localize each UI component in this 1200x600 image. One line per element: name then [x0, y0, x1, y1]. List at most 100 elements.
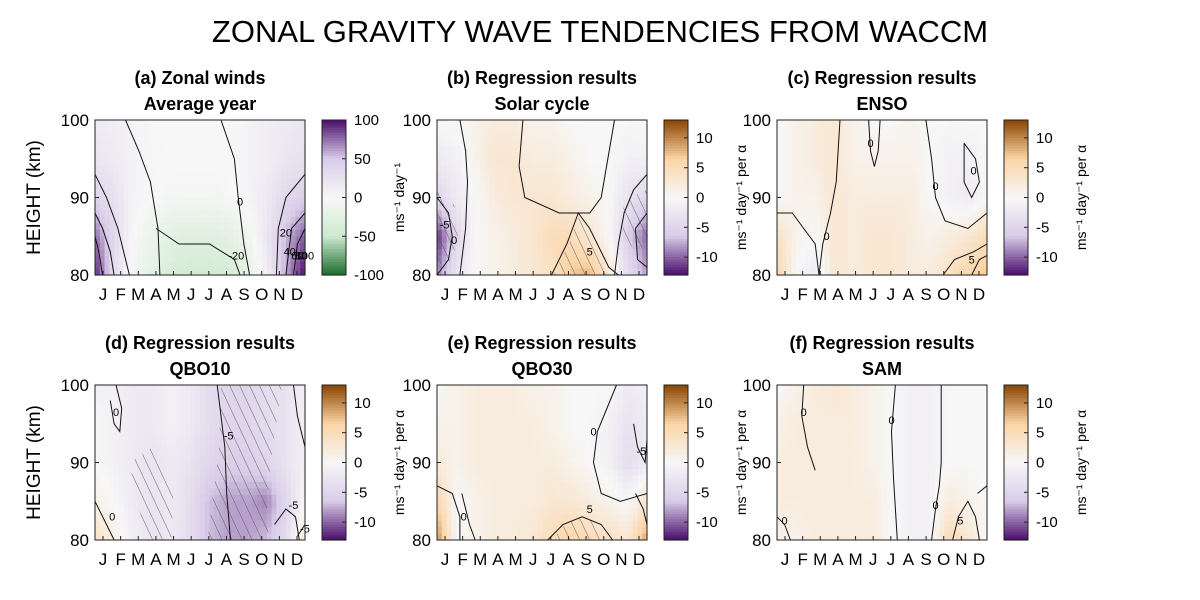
heatmap-cell: [967, 158, 974, 166]
heatmap-cell: [901, 236, 907, 244]
heatmap-cell: [147, 145, 153, 153]
heatmap-cell: [877, 262, 883, 270]
heatmap-cell: [494, 178, 500, 186]
heatmap-cell: [800, 203, 807, 212]
heatmap-cell: [977, 126, 983, 134]
heatmap-cell: [200, 229, 206, 237]
colorbar-tick-label: 10: [696, 130, 713, 147]
heatmap-cell: [886, 165, 893, 173]
heatmap-cell: [109, 223, 115, 231]
heatmap-cell: [470, 443, 476, 451]
heatmap-cell: [238, 184, 244, 192]
heatmap-cell: [281, 236, 287, 244]
heatmap-cell: [171, 184, 177, 192]
heatmap-cell: [460, 255, 467, 263]
heatmap-cell: [262, 255, 268, 263]
x-tick-label: J: [99, 550, 108, 569]
heatmap-cell: [109, 249, 115, 257]
heatmap-cell: [848, 178, 854, 186]
heatmap-cell: [180, 501, 187, 509]
heatmap-cell: [561, 152, 567, 160]
heatmap-cell: [290, 145, 297, 153]
heatmap-cell: [456, 410, 462, 418]
colorbar-swatch: [1004, 189, 1028, 193]
heatmap-cell: [470, 410, 476, 418]
colorbar-tick-label: 0: [354, 455, 362, 472]
heatmap-cell: [858, 126, 864, 134]
heatmap-cell: [456, 197, 462, 205]
heatmap-cell: [281, 139, 287, 147]
heatmap-cell: [266, 165, 273, 173]
heatmap-cell: [285, 268, 292, 276]
heatmap-cell: [470, 242, 476, 250]
heatmap-cell: [499, 229, 505, 237]
heatmap-cell: [513, 242, 519, 250]
heatmap-cell: [824, 126, 831, 134]
heatmap-cell: [95, 191, 101, 199]
colorbar-swatch: [1004, 187, 1028, 191]
colorbar-tick-label: -10: [354, 514, 376, 531]
heatmap-cell: [190, 184, 196, 192]
heatmap-cell: [456, 468, 462, 477]
heatmap-cell: [800, 158, 807, 166]
heatmap-cell: [190, 178, 196, 186]
heatmap-cell: [262, 210, 268, 218]
colorbar-swatch: [322, 251, 346, 255]
heatmap-cell: [228, 171, 235, 179]
heatmap-cell: [608, 242, 615, 250]
heatmap-cell: [791, 126, 797, 134]
heatmap-cell: [123, 158, 130, 166]
heatmap-cell: [781, 158, 788, 166]
heatmap-cell: [200, 501, 206, 509]
heatmap-cell: [824, 178, 831, 186]
heatmap-cell: [200, 184, 206, 192]
heatmap-cell: [285, 132, 292, 140]
heatmap-cell: [185, 242, 192, 250]
heatmap-cell: [532, 152, 538, 160]
heatmap-cell: [891, 152, 897, 160]
heatmap-cell: [195, 533, 201, 541]
heatmap-cell: [618, 255, 624, 263]
heatmap-cell: [460, 158, 467, 166]
heatmap-cell: [247, 152, 254, 160]
heatmap-cell: [152, 249, 158, 257]
heatmap-cell: [233, 255, 239, 263]
heatmap-cell: [623, 191, 629, 199]
heatmap-cell: [142, 410, 149, 418]
heatmap-cell: [546, 184, 553, 192]
heatmap-cell: [479, 507, 486, 515]
heatmap-cell: [209, 443, 215, 451]
heatmap-cell: [446, 268, 452, 276]
heatmap-cell: [176, 236, 182, 244]
colorbar-swatch: [1004, 207, 1028, 212]
heatmap-cell: [176, 152, 182, 160]
colorbar-tick-label: 5: [354, 425, 362, 442]
heatmap-cell: [537, 262, 543, 270]
heatmap-cell: [281, 449, 287, 457]
heatmap-cell: [522, 120, 529, 128]
heatmap-cell: [632, 268, 639, 276]
heatmap-cell: [441, 145, 448, 153]
heatmap-cell: [565, 197, 572, 205]
heatmap-cell: [948, 120, 955, 128]
heatmap-cell: [805, 126, 812, 134]
heatmap-cell: [475, 410, 481, 418]
x-tick-label: A: [832, 285, 844, 304]
heatmap-cell: [133, 410, 139, 418]
heatmap-cell: [142, 171, 149, 179]
heatmap-cell: [465, 249, 472, 257]
heatmap-cell: [623, 139, 629, 147]
heatmap-cell: [518, 178, 524, 186]
heatmap-cell: [805, 223, 812, 231]
heatmap-cell: [843, 223, 850, 231]
heatmap-cell: [271, 527, 277, 535]
y-tick-label: 100: [61, 111, 89, 130]
heatmap-cell: [276, 178, 282, 186]
colorbar-swatch: [322, 210, 346, 214]
heatmap-cell: [972, 216, 979, 224]
heatmap-cell: [972, 203, 979, 212]
heatmap-cell: [924, 229, 931, 237]
heatmap-cell: [944, 262, 950, 270]
heatmap-cell: [810, 126, 816, 134]
heatmap-cell: [446, 262, 452, 270]
